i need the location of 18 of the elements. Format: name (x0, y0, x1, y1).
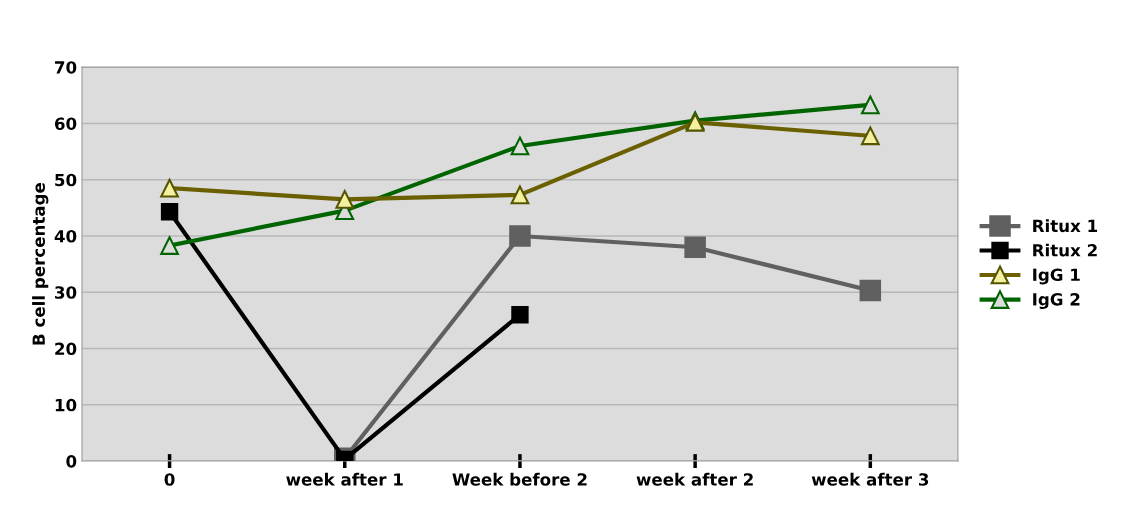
x-tick-label: 0 (164, 473, 175, 486)
y-tick-label: 70 (55, 61, 77, 74)
y-tick-label: 20 (55, 342, 77, 356)
y-tick-label: 30 (55, 286, 77, 299)
y-tick-label: 40 (54, 229, 77, 243)
y-tick-label: 60 (54, 117, 77, 131)
y-tick-label: 0 (66, 455, 77, 468)
x-tick-label: Week before 2 (452, 472, 587, 486)
legend-label: Ritux 2 (1033, 243, 1097, 257)
legend-label: IgG 1 (1033, 268, 1080, 285)
legend-label: IgG 2 (1033, 293, 1080, 310)
y-tick-label: 10 (55, 398, 77, 412)
y-tick-label: 50 (55, 173, 77, 187)
x-tick-label: week after 2 (636, 472, 753, 486)
x-tick-label: week after 1 (286, 472, 403, 486)
x-tick-label: week after 3 (811, 472, 929, 486)
y-axis-title: B cell percentage (32, 182, 49, 345)
legend-label: Ritux 1 (1033, 219, 1098, 233)
